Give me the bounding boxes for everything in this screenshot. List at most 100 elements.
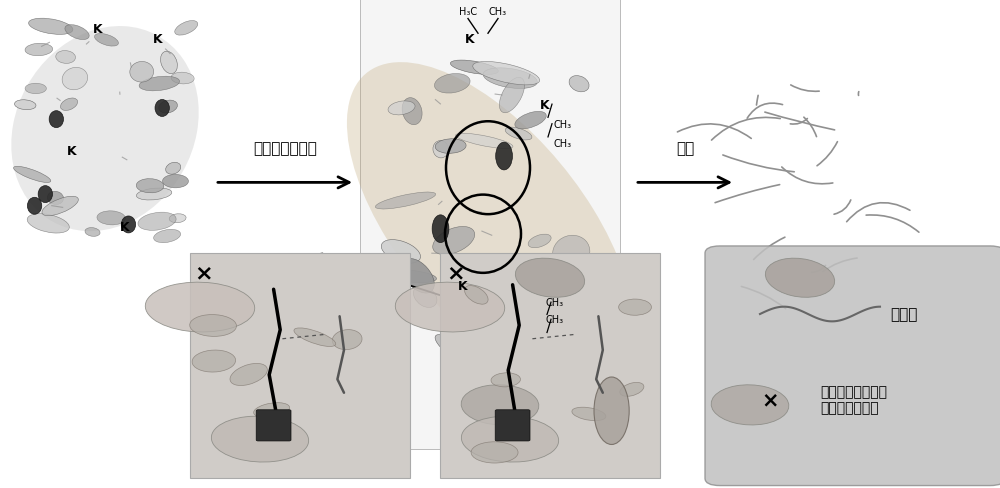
Ellipse shape (169, 214, 186, 223)
Ellipse shape (528, 235, 551, 248)
Ellipse shape (25, 44, 53, 57)
Ellipse shape (62, 68, 88, 91)
Ellipse shape (514, 335, 531, 363)
Ellipse shape (435, 140, 466, 154)
Ellipse shape (163, 175, 188, 188)
Ellipse shape (38, 186, 52, 203)
Ellipse shape (375, 193, 436, 209)
Text: CH₃: CH₃ (554, 139, 572, 149)
Ellipse shape (65, 25, 89, 41)
Ellipse shape (516, 373, 564, 409)
Ellipse shape (25, 84, 46, 95)
Ellipse shape (480, 306, 516, 327)
Ellipse shape (765, 259, 835, 298)
Ellipse shape (559, 314, 576, 342)
Text: CH₃: CH₃ (554, 120, 572, 129)
Ellipse shape (413, 286, 437, 308)
FancyBboxPatch shape (440, 254, 660, 478)
Ellipse shape (461, 416, 559, 462)
Ellipse shape (138, 213, 176, 231)
Text: K: K (120, 221, 130, 233)
FancyBboxPatch shape (495, 410, 530, 441)
Text: K: K (67, 145, 77, 158)
Ellipse shape (136, 179, 164, 193)
Ellipse shape (461, 385, 539, 425)
Ellipse shape (192, 350, 236, 372)
Ellipse shape (136, 189, 172, 201)
Ellipse shape (139, 77, 180, 92)
Ellipse shape (166, 163, 181, 175)
Ellipse shape (56, 51, 75, 64)
Text: K: K (153, 33, 163, 45)
Ellipse shape (471, 442, 518, 463)
Ellipse shape (433, 141, 449, 159)
Ellipse shape (85, 228, 100, 237)
Ellipse shape (211, 416, 309, 462)
Ellipse shape (145, 283, 255, 332)
Ellipse shape (619, 300, 651, 316)
Ellipse shape (495, 366, 512, 394)
Ellipse shape (450, 61, 498, 75)
Text: K: K (93, 23, 103, 36)
Ellipse shape (11, 27, 199, 232)
Text: ：位于蛋白内部的
赖氨酸难以标记: ：位于蛋白内部的 赖氨酸难以标记 (820, 385, 887, 415)
Text: ：肽段: ：肽段 (890, 307, 917, 322)
Ellipse shape (505, 128, 532, 141)
Ellipse shape (154, 230, 181, 243)
Ellipse shape (97, 211, 125, 225)
Ellipse shape (443, 256, 518, 270)
Ellipse shape (435, 335, 475, 366)
Text: K: K (465, 33, 475, 45)
Ellipse shape (459, 380, 498, 399)
Ellipse shape (572, 407, 606, 421)
Text: ×: × (194, 263, 213, 283)
Ellipse shape (130, 62, 154, 83)
Ellipse shape (121, 217, 136, 233)
Ellipse shape (27, 214, 69, 234)
Ellipse shape (47, 192, 64, 205)
Ellipse shape (388, 102, 415, 116)
Text: CH₃: CH₃ (489, 7, 507, 17)
FancyBboxPatch shape (256, 410, 291, 441)
Ellipse shape (190, 315, 236, 337)
Ellipse shape (254, 403, 290, 418)
Ellipse shape (711, 385, 789, 425)
Text: ×: × (761, 390, 779, 409)
Ellipse shape (553, 236, 590, 270)
Ellipse shape (432, 215, 449, 243)
Ellipse shape (27, 198, 42, 215)
Ellipse shape (495, 281, 520, 313)
Ellipse shape (515, 259, 585, 298)
FancyBboxPatch shape (190, 254, 410, 478)
Ellipse shape (14, 167, 51, 183)
Ellipse shape (95, 35, 118, 47)
Ellipse shape (520, 371, 561, 388)
Ellipse shape (60, 99, 78, 111)
Ellipse shape (175, 21, 198, 36)
Text: H₃C: H₃C (459, 7, 477, 17)
Text: CH₃: CH₃ (546, 298, 564, 307)
Ellipse shape (15, 101, 36, 110)
Ellipse shape (386, 270, 436, 283)
Ellipse shape (159, 101, 177, 114)
Ellipse shape (171, 73, 194, 85)
FancyBboxPatch shape (360, 0, 620, 449)
Ellipse shape (29, 19, 73, 35)
FancyBboxPatch shape (705, 246, 1000, 486)
Ellipse shape (347, 63, 633, 386)
Ellipse shape (515, 112, 546, 129)
Text: K: K (540, 99, 550, 111)
Ellipse shape (42, 197, 78, 216)
Ellipse shape (465, 286, 488, 305)
Ellipse shape (594, 377, 629, 445)
Ellipse shape (528, 318, 560, 335)
Ellipse shape (49, 111, 64, 128)
Ellipse shape (434, 74, 470, 94)
Ellipse shape (620, 383, 644, 396)
Text: CH₃: CH₃ (546, 315, 564, 325)
Text: K: K (458, 279, 468, 292)
Ellipse shape (230, 364, 267, 386)
Ellipse shape (402, 99, 422, 125)
Ellipse shape (155, 101, 169, 117)
Ellipse shape (294, 328, 336, 347)
